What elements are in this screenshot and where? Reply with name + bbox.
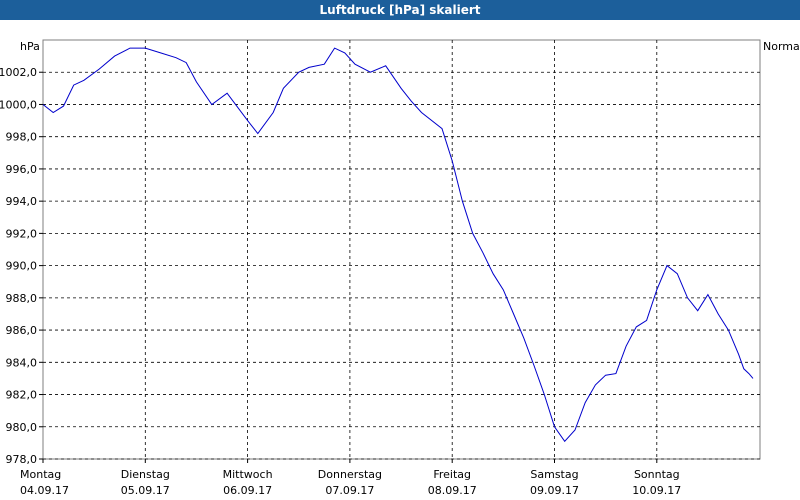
y-tick-label: 990,0	[6, 260, 38, 273]
x-tick-date-label: 04.09.17	[20, 484, 69, 497]
x-tick-day-label: Sonntag	[634, 468, 680, 481]
x-tick-date-label: 07.09.17	[325, 484, 374, 497]
y-tick-label: 992,0	[6, 227, 38, 240]
y-tick-label: 982,0	[6, 389, 38, 402]
y-tick-label: 978,0	[6, 453, 38, 466]
x-tick-date-label: 06.09.17	[223, 484, 272, 497]
x-tick-day-label: Montag	[20, 468, 61, 481]
y-tick-label: 1002,0	[0, 66, 37, 79]
y-tick-label: 994,0	[6, 195, 38, 208]
y-tick-label: 998,0	[6, 131, 38, 144]
x-tick-day-label: Dienstag	[121, 468, 170, 481]
x-tick-day-label: Samstag	[530, 468, 578, 481]
x-axis-ticks: Montag 04.09.17 Dienstag 05.09.17 Mittwoch 06…	[20, 459, 681, 497]
y-tick-label: 988,0	[6, 292, 38, 305]
x-tick-date-label: 10.09.17	[632, 484, 681, 497]
grid	[43, 40, 760, 460]
y-tick-label: 1000,0	[0, 98, 37, 111]
x-tick-date-label: 08.09.17	[428, 484, 477, 497]
plot-area	[42, 39, 761, 460]
x-tick-day-label: Mittwoch	[223, 468, 273, 481]
x-tick-date-label: 09.09.17	[530, 484, 579, 497]
y-tick-label: 996,0	[6, 163, 38, 176]
y-tick-label: 984,0	[6, 356, 38, 369]
y-tick-label: 980,0	[6, 421, 38, 434]
x-tick-day-label: Donnerstag	[318, 468, 382, 481]
window-title: Luftdruck [hPa] skaliert	[0, 0, 800, 20]
right-axis-label: Normal	[763, 40, 800, 53]
y-axis-unit-label: hPa	[20, 40, 40, 53]
y-tick-label: 986,0	[6, 324, 38, 337]
x-tick-day-label: Freitag	[433, 468, 471, 481]
pressure-chart: hPa Normal 1002,0 1000,0 998,0 996,0 994,0 99…	[0, 39, 800, 497]
x-tick-date-label: 05.09.17	[121, 484, 170, 497]
pressure-line	[42, 47, 754, 443]
y-axis-ticks: 1002,0 1000,0 998,0 996,0 994,0 992,0 990,0 988…	[0, 66, 43, 466]
